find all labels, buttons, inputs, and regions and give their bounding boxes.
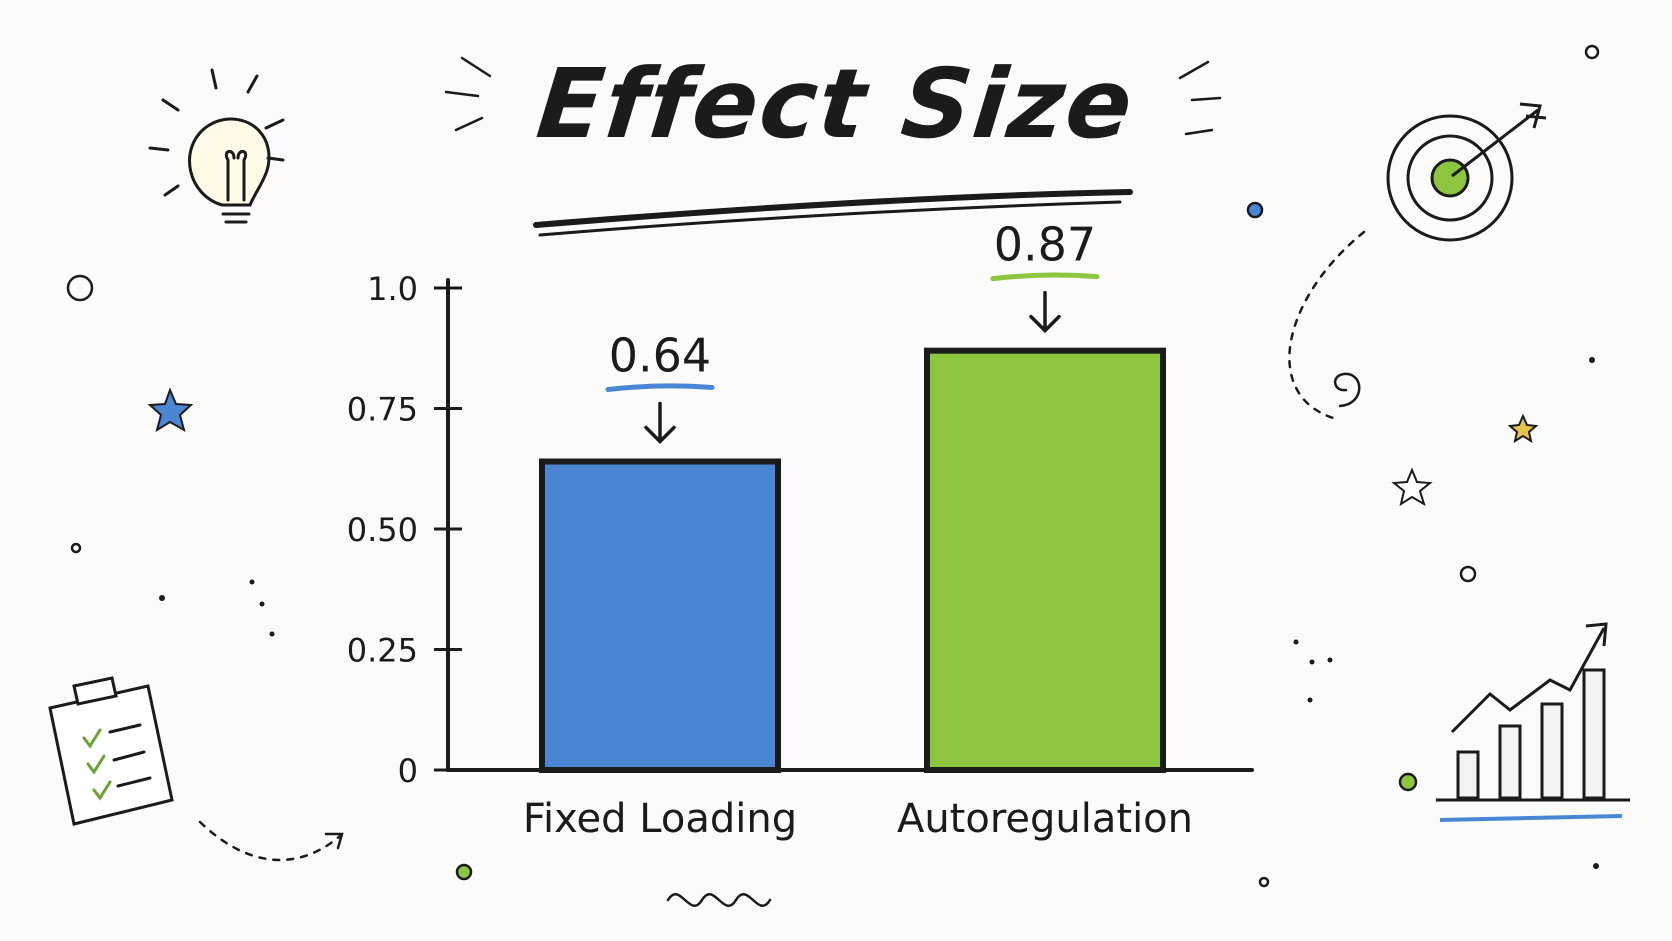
value-underline (990, 272, 1100, 282)
bar-value-label: 0.87 (994, 218, 1096, 272)
labels: 0 0.25 0.50 0.75 1.0 0.64 Fixed Loading 0.87 Aut… (347, 218, 1193, 842)
y-tick-label: 0.50 (347, 511, 418, 549)
value-arrow (1029, 290, 1061, 334)
star-icon (147, 387, 194, 433)
x-tick-label: Fixed Loading (523, 796, 797, 842)
y-tick-label: 0 (398, 752, 418, 790)
bar-value-label: 0.64 (609, 329, 711, 383)
y-tick-label: 0.25 (347, 632, 418, 670)
doodle-strokes (198, 56, 1366, 907)
bar (539, 458, 781, 773)
star-icon (1507, 413, 1539, 444)
y-tick-label: 0.75 (347, 391, 418, 429)
x-tick-label: Autoregulation (897, 796, 1193, 842)
target-icon (1386, 102, 1547, 242)
growth-chart-icon (1436, 622, 1630, 822)
star-icon (1391, 467, 1433, 507)
y-tick-label: 1.0 (367, 270, 418, 308)
value-underline (605, 383, 715, 393)
bar (924, 347, 1166, 773)
clipboard-checklist-icon (48, 676, 174, 826)
dots (66, 44, 1600, 888)
bars (539, 347, 1166, 773)
speckles (159, 357, 1599, 869)
lightbulb-icon (148, 68, 285, 224)
value-arrow (644, 401, 676, 444)
chart-title: Effect Size (532, 48, 1140, 160)
